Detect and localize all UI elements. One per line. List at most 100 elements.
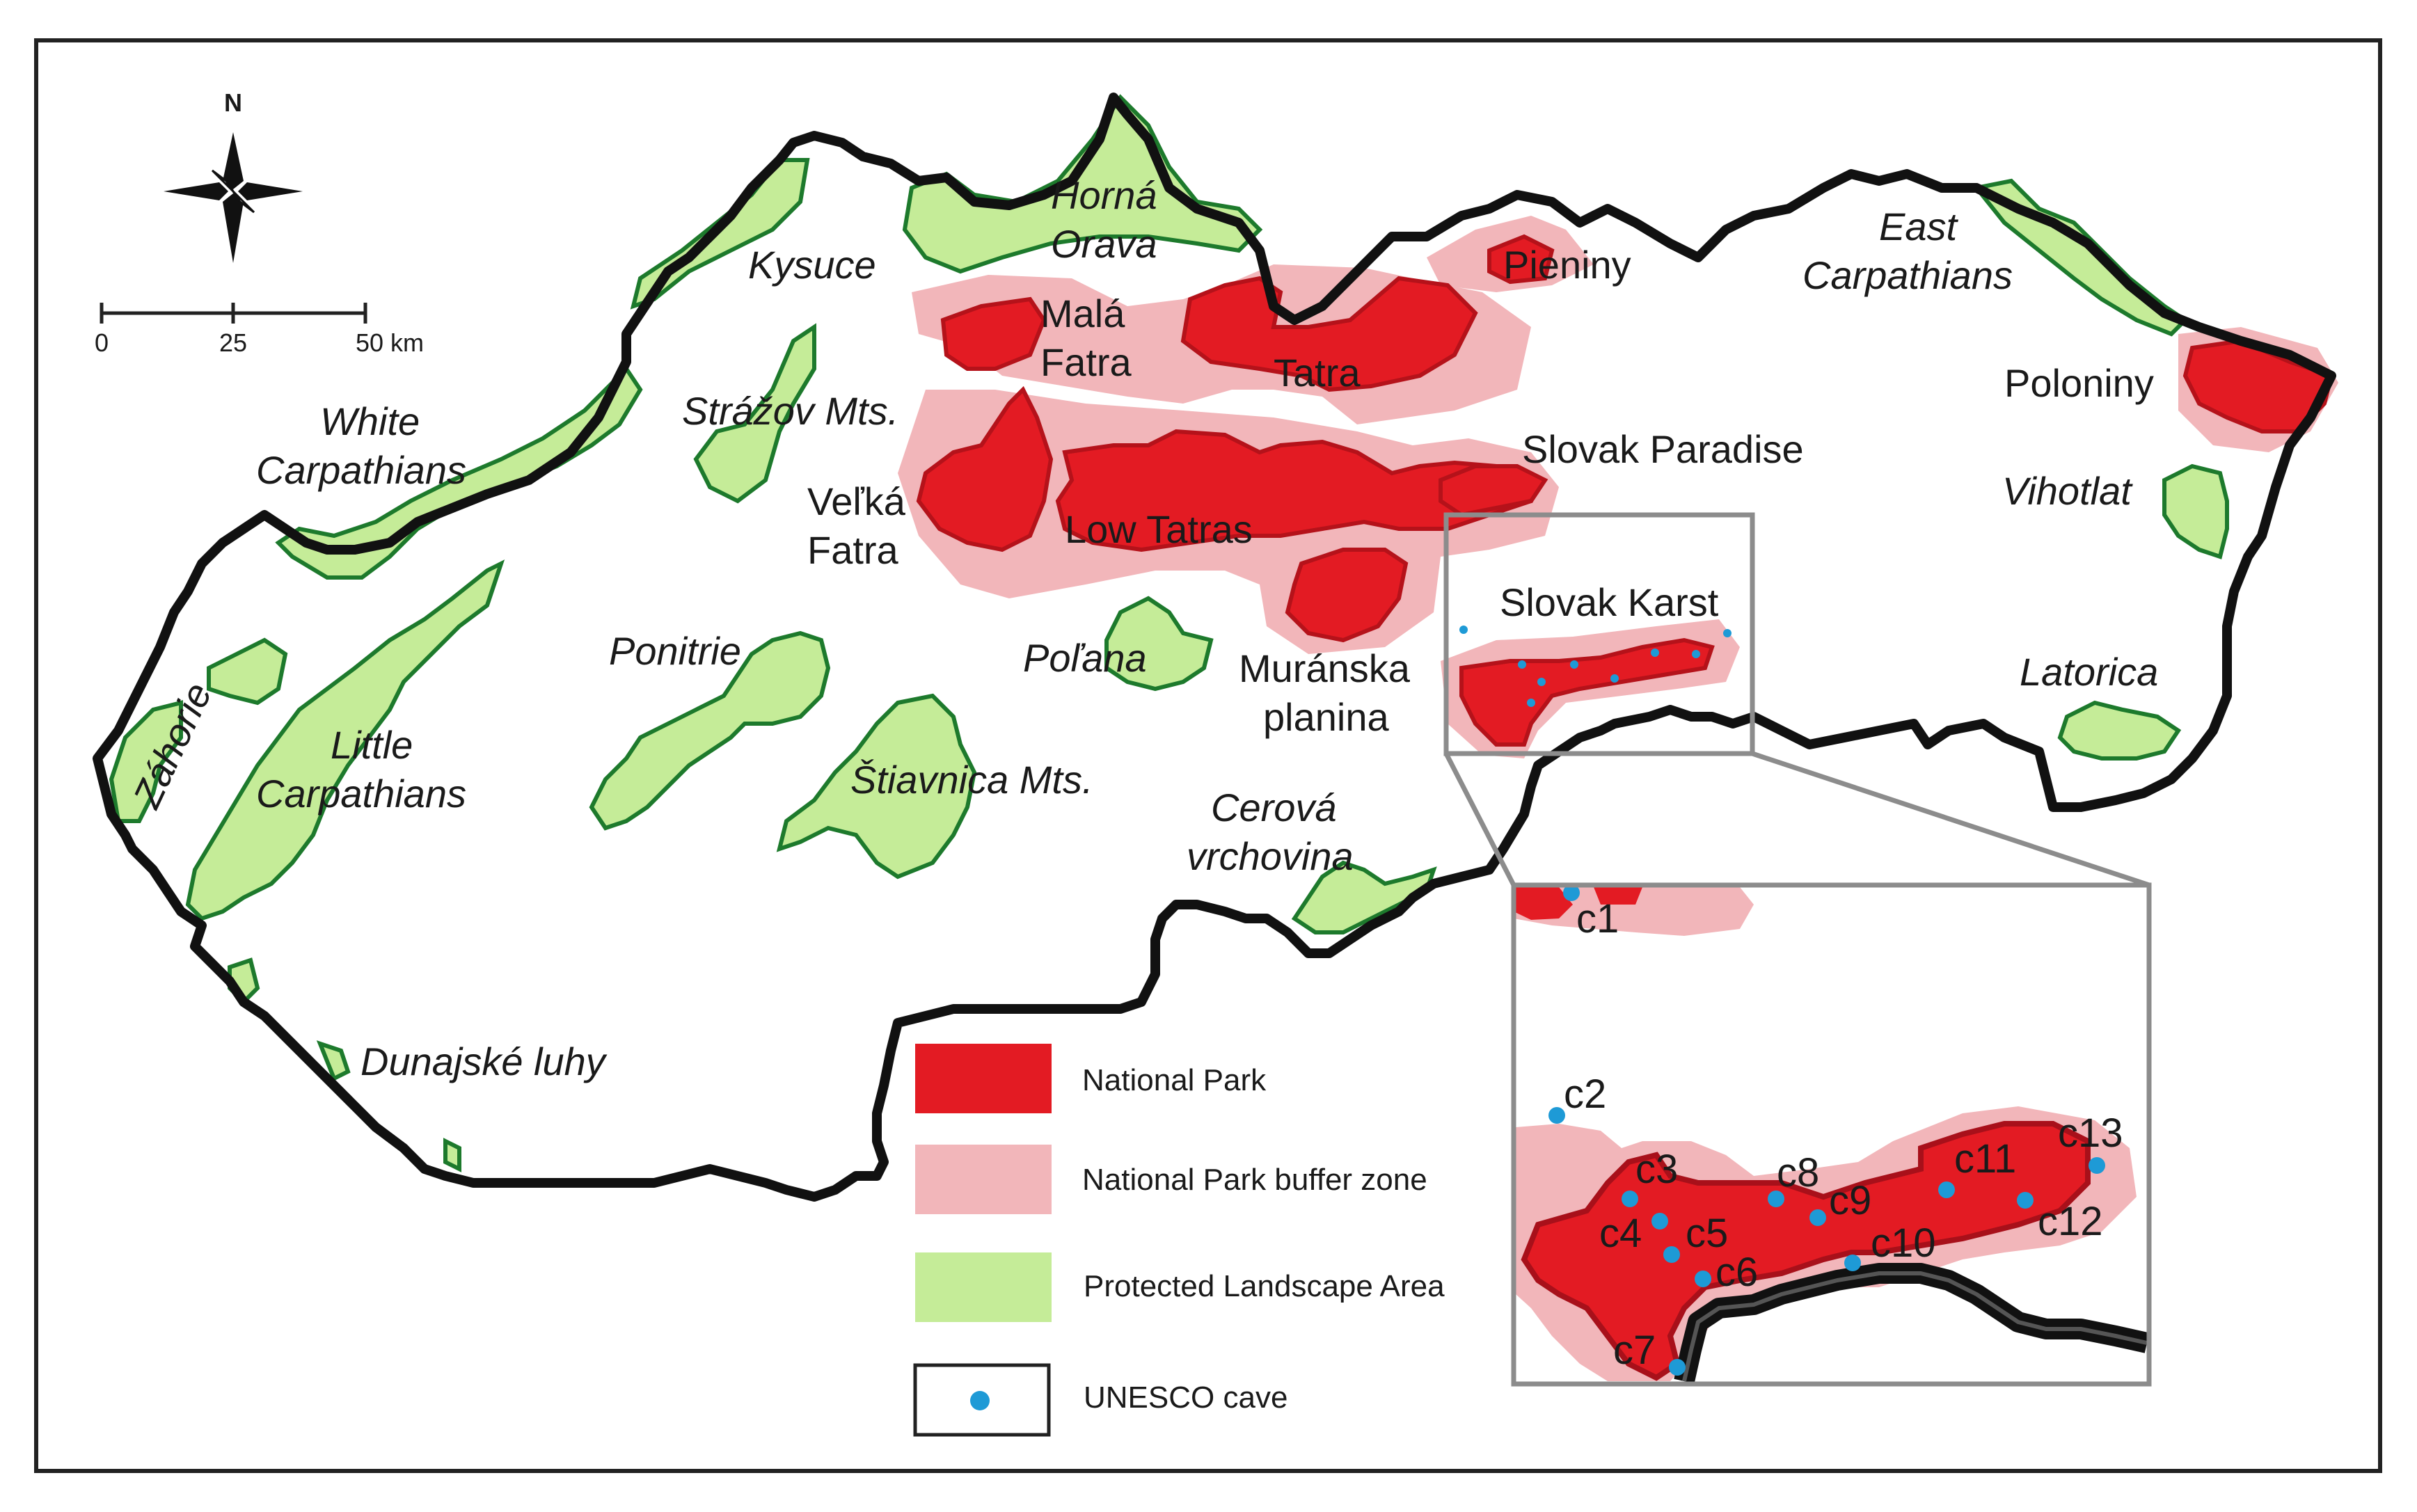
label-east-carpathians-2: Carpathians: [1802, 253, 2013, 297]
pla-little-carpathians: [185, 559, 505, 921]
cave-label-c6: c6: [1715, 1250, 1758, 1295]
cave-label-c7: c7: [1613, 1328, 1656, 1373]
cave-dot: [1723, 629, 1731, 637]
inset-cave-dots: [1548, 884, 2105, 1376]
inset-park-top: [1514, 887, 1642, 920]
cave-dot-c1: [1563, 884, 1580, 901]
park-velka-fatra: [916, 385, 1054, 552]
cave-label-c11: c11: [1954, 1136, 2016, 1181]
label-strazov: Strážov Mts.: [682, 389, 898, 433]
inset-selection-box: [1443, 512, 1755, 756]
cave-label-c13: c13: [2058, 1111, 2123, 1156]
label-muranska-2: planina: [1263, 695, 1389, 739]
cave-dot-c10: [1844, 1255, 1861, 1271]
cave-dot-c13: [2089, 1157, 2105, 1174]
label-velka-fatra-2: Fatra: [807, 528, 899, 572]
label-east-carpathians-1: East: [1879, 205, 1958, 248]
scale-bar-label-25: 25: [219, 328, 247, 357]
label-muranska-1: Muránska: [1239, 646, 1411, 690]
pla-latorica: [2057, 700, 2182, 761]
label-kysuce: Kysuce: [748, 243, 876, 287]
label-mala-fatra-2: Fatra: [1040, 340, 1132, 384]
legend-cave-dot: [970, 1391, 990, 1410]
label-pieniny: Pieniny: [1503, 243, 1631, 287]
scale-bar: 0 25 50 km: [95, 303, 424, 357]
label-white-carpathians-2: Carpathians: [256, 448, 466, 492]
cave-dot-c5: [1663, 1246, 1680, 1263]
cave-dot: [1537, 678, 1546, 686]
cave-dot-c4: [1651, 1213, 1668, 1230]
cave-dot-c6: [1695, 1271, 1711, 1287]
inset-border-river-highlight: [1682, 1271, 2148, 1382]
legend-label-unesco-cave: UNESCO cave: [1084, 1380, 1287, 1415]
label-mala-fatra-1: Malá: [1040, 292, 1125, 335]
cave-dot: [1610, 674, 1619, 683]
cave-dot: [1527, 699, 1535, 707]
cave-label-c4: c4: [1599, 1211, 1642, 1256]
cave-label-c10: c10: [1871, 1220, 1936, 1266]
cave-dot: [1651, 648, 1659, 657]
label-polana: Poľana: [1023, 636, 1147, 680]
north-arrow: N: [164, 88, 303, 263]
cave-dot-c7: [1669, 1359, 1686, 1376]
legend: National Park National Park buffer zone …: [913, 1044, 1445, 1437]
label-horna-orava-1: Horná: [1051, 173, 1157, 217]
label-little-carpathians-2: Carpathians: [256, 772, 466, 815]
main-cave-dots: [1459, 626, 1731, 707]
legend-label-buffer-zone: National Park buffer zone: [1082, 1163, 1427, 1197]
compass-inner-se: [232, 190, 255, 214]
pla-horna-orava: [902, 94, 1263, 274]
pla-ponitrie: [589, 630, 831, 831]
compass-north-point: [223, 132, 244, 189]
pla-stiavnica: [776, 693, 977, 880]
label-white-carpathians-1: White: [320, 399, 420, 443]
legend-swatch-protected-area: [915, 1252, 1052, 1322]
compass-south-point: [223, 193, 244, 263]
cave-dot-c12: [2017, 1192, 2034, 1209]
legend-swatch-national-park: [915, 1044, 1052, 1113]
legend-label-protected-area: Protected Landscape Area: [1084, 1269, 1445, 1303]
pla-polana: [1104, 596, 1214, 692]
region-labels: Horná Orava Kysuce Malá Fatra Tatra Pien…: [124, 173, 2158, 1083]
label-cerova-2: vrchovina: [1187, 834, 1354, 878]
scale-bar-label-0: 0: [95, 328, 109, 357]
cave-label-c2: c2: [1564, 1072, 1606, 1117]
park-pieniny: [1487, 234, 1555, 285]
inset-cave-labels: c1 c2 c3 c4 c5 c6 c7 c8 c9 c10 c11 c12 c…: [1564, 896, 2123, 1373]
cave-label-c3: c3: [1635, 1147, 1678, 1192]
park-slovak-paradise: [1439, 464, 1548, 518]
cave-label-c9: c9: [1829, 1178, 1871, 1223]
label-slovak-paradise: Slovak Paradise: [1522, 427, 1804, 471]
label-low-tatras: Low Tatras: [1065, 507, 1253, 551]
cave-dot-c2: [1548, 1107, 1565, 1124]
cave-dot: [1459, 626, 1468, 634]
label-velka-fatra-1: Veľká: [807, 479, 906, 523]
park-mala-fatra: [940, 296, 1047, 371]
park-muranska-planina: [1285, 548, 1409, 643]
cave-dot-c11: [1938, 1181, 1955, 1198]
park-tatra: [1180, 276, 1478, 392]
label-cerova-1: Cerová: [1211, 786, 1337, 829]
label-little-carpathians-1: Little: [331, 723, 413, 767]
label-horna-orava-2: Orava: [1051, 222, 1157, 266]
inset-connector-left: [1443, 752, 1516, 886]
cave-label-c5: c5: [1686, 1211, 1728, 1256]
cave-dot: [1570, 660, 1578, 669]
legend-swatch-buffer-zone: [915, 1145, 1052, 1214]
label-latorica: Latorica: [2020, 650, 2158, 694]
scale-bar-label-50: 50 km: [356, 328, 424, 357]
pla-zahorie: [109, 637, 288, 823]
label-tatra: Tatra: [1274, 351, 1361, 395]
label-vihorlat: Vihotlat: [2002, 469, 2133, 513]
slovakia-border: [93, 93, 2336, 1202]
pla-strazov: [693, 323, 816, 504]
cave-dot-c8: [1768, 1191, 1784, 1207]
legend-label-national-park: National Park: [1082, 1063, 1267, 1097]
cave-dot: [1692, 650, 1700, 658]
national-parks: [916, 234, 2334, 747]
compass-north-label: N: [224, 88, 242, 117]
cave-label-c8: c8: [1777, 1150, 1819, 1195]
compass-inner-nw: [211, 169, 235, 193]
compass-west-point: [164, 182, 228, 200]
label-dunajske: Dunajské luhy: [360, 1040, 608, 1083]
